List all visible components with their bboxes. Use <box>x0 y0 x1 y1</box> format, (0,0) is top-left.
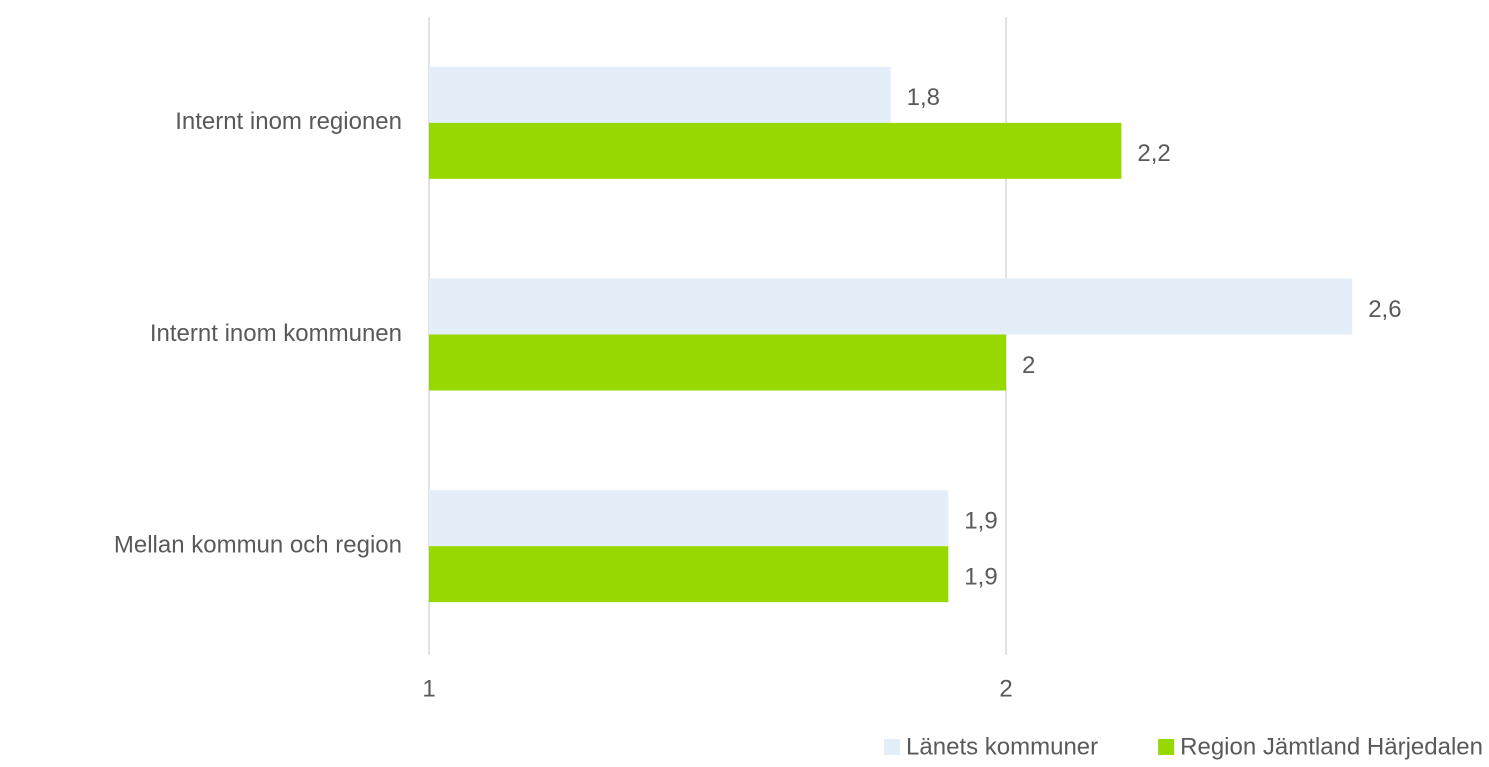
bar <box>429 490 949 547</box>
data-label: 2 <box>1022 352 1035 379</box>
x-tick-label: 1 <box>422 675 435 702</box>
data-label: 2,2 <box>1137 140 1170 167</box>
x-tick-label: 2 <box>999 675 1012 702</box>
data-label: 1,9 <box>964 508 997 535</box>
bar <box>429 66 891 123</box>
y-tick-label: Internt inom kommunen <box>150 320 402 347</box>
data-label: 1,9 <box>964 564 997 591</box>
bar <box>429 278 1353 335</box>
y-tick-label: Mellan kommun och region <box>114 532 402 559</box>
y-tick-label: Internt inom regionen <box>175 108 402 135</box>
legend-label: Länets kommuner <box>906 733 1098 760</box>
bar <box>429 546 949 603</box>
data-label: 2,6 <box>1368 296 1401 323</box>
legend-swatch <box>1158 739 1175 755</box>
bar <box>429 334 1006 391</box>
legend-swatch <box>884 739 901 755</box>
bar <box>429 122 1122 179</box>
data-label: 1,8 <box>907 84 940 111</box>
legend-label: Region Jämtland Härjedalen <box>1180 733 1483 760</box>
